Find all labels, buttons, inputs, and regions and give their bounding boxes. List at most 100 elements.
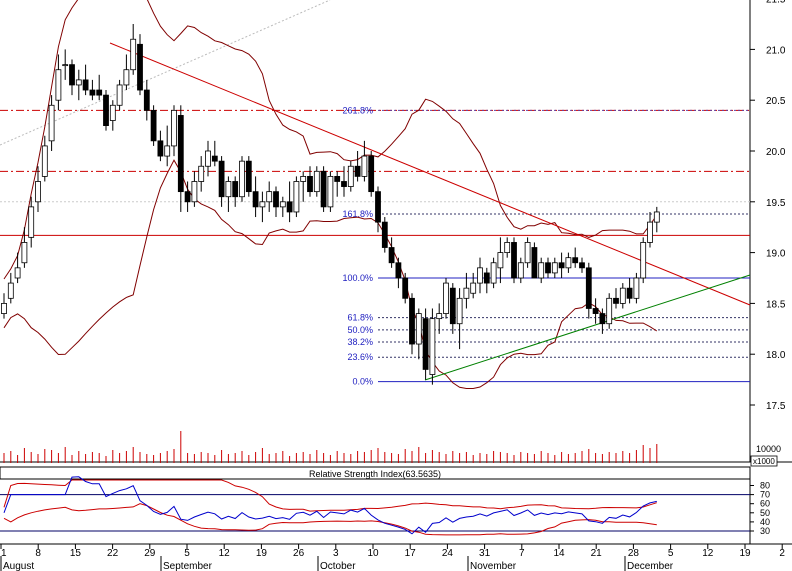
candle-body: [402, 277, 409, 299]
fib-label: 38.2%: [347, 337, 373, 347]
candle-body: [69, 64, 75, 86]
rsi-tick-label: 50: [760, 508, 770, 518]
candle-body: [48, 104, 55, 142]
candle-body: [150, 109, 157, 142]
fib-label: 50.0%: [347, 325, 373, 335]
candle-body: [14, 267, 21, 279]
candle-body: [347, 165, 354, 187]
price-tick-label: 21.0: [766, 45, 786, 56]
rsi-tick-label: 80: [760, 481, 770, 491]
x-day-label: 10: [367, 548, 379, 559]
x-day-label: 2: [779, 548, 785, 559]
candle-body: [436, 313, 443, 320]
x-day-label: 17: [405, 548, 417, 559]
candle-body: [191, 181, 198, 203]
price-tick-label: 20.0: [766, 147, 786, 158]
rsi-tick-label: 60: [760, 499, 770, 509]
candle-body: [517, 262, 524, 279]
price-tick-label: 18.5: [766, 299, 786, 310]
x-day-label: 1: [1, 548, 7, 559]
fib-label: 61.8%: [347, 313, 373, 323]
x-day-label: 15: [70, 548, 82, 559]
candle-body: [511, 242, 517, 279]
candle-body: [89, 89, 96, 96]
candle-body: [41, 145, 48, 177]
candle-body: [177, 115, 184, 193]
candle-body: [361, 155, 368, 177]
x-day-label: 19: [256, 548, 268, 559]
candle-body: [171, 109, 177, 147]
volume-tick-label: 10000: [756, 444, 781, 454]
candle-body: [483, 272, 490, 284]
candle-body: [470, 282, 477, 294]
candle-body: [225, 181, 232, 198]
x-month-label: November: [470, 561, 517, 571]
x-day-label: 26: [293, 548, 305, 559]
rsi-upper-band: [3, 479, 657, 512]
candle-body: [490, 262, 497, 284]
candle-body: [653, 211, 660, 223]
candle-body: [293, 181, 300, 213]
candle-body: [1, 302, 7, 314]
candle-body: [592, 308, 599, 314]
candle-body: [35, 181, 41, 203]
candle-body: [320, 170, 327, 208]
candle-body: [456, 297, 463, 325]
candle-body: [545, 262, 551, 274]
x-day-label: 14: [553, 548, 565, 559]
candle-body: [572, 257, 579, 264]
candle-body: [375, 191, 381, 223]
rsi-tick-label: 70: [760, 490, 770, 500]
candle-body: [266, 191, 273, 203]
candle-body: [449, 287, 456, 325]
candle-body: [143, 89, 150, 111]
candle-body: [7, 282, 14, 299]
candle-body: [341, 181, 347, 187]
price-tick-label: 18.0: [766, 350, 786, 361]
price-tick-label: 21.5: [766, 0, 786, 6]
candle-body: [109, 104, 116, 121]
candle-body: [381, 221, 388, 248]
candle-body: [252, 191, 259, 208]
x-day-label: 5: [184, 548, 190, 559]
x-day-label: 12: [702, 548, 714, 559]
candle-body: [307, 175, 313, 193]
candle-body: [579, 262, 585, 269]
rsi-lower-band: [3, 503, 657, 536]
x-axis: 1 8 15 22 29 5 12 19 26 3 10 17 24 31 7 14 21 28 5 12 19 2 Aug…: [0, 544, 785, 571]
candle-body: [232, 181, 239, 198]
candle-body: [137, 43, 143, 91]
price-tick-label: 20.5: [766, 96, 786, 107]
price-tick-label: 17.5: [766, 401, 786, 412]
volume-scale-label: x1000: [753, 457, 775, 466]
candle-body: [75, 79, 82, 86]
candle-body: [647, 221, 653, 243]
x-day-label: 22: [107, 548, 119, 559]
x-day-label: 7: [519, 548, 525, 559]
candle-body: [613, 297, 619, 304]
candle-body: [640, 242, 647, 279]
candle-body: [606, 297, 613, 325]
x-month-label: August: [3, 561, 34, 571]
candle-body: [531, 247, 538, 279]
candle-body: [368, 155, 375, 193]
candle-body: [123, 69, 130, 86]
candle-body: [62, 64, 69, 67]
x-day-label: 29: [144, 548, 156, 559]
candle-body: [21, 242, 28, 264]
volume-panel: 10000 x1000: [3, 431, 781, 467]
candle-body: [443, 282, 449, 314]
candle-body: [422, 318, 429, 370]
uptrend-line: [424, 274, 751, 381]
bollinger-upper: [3, 0, 658, 280]
candle-body: [599, 313, 606, 325]
fib-label: 100.0%: [342, 273, 373, 283]
candle-body: [558, 262, 565, 269]
fib-label: 261.8%: [342, 105, 373, 115]
candle-body: [538, 262, 545, 279]
rsi-tick-label: 30: [760, 526, 770, 536]
candle-body: [211, 155, 218, 162]
candle-body: [463, 287, 470, 299]
x-day-label: 3: [333, 548, 339, 559]
